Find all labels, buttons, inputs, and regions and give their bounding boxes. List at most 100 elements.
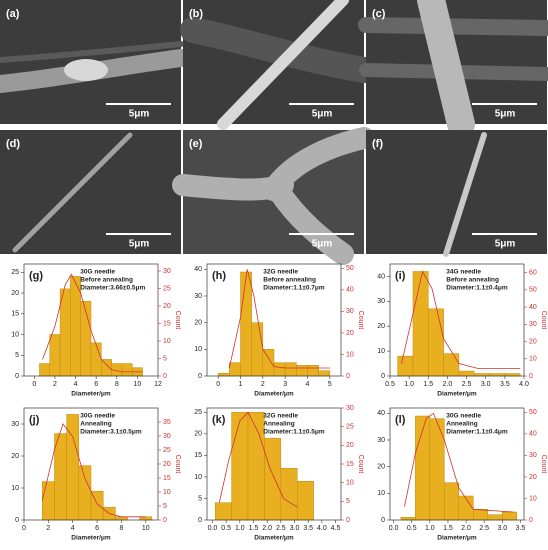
fiber	[12, 132, 133, 253]
bar	[296, 480, 314, 521]
x-tick-label: 10	[142, 525, 150, 532]
x-tick-label: 4	[74, 381, 78, 388]
annotation: 30G needle	[80, 413, 115, 420]
scale-label: 5μm	[129, 239, 150, 250]
x-tick-label: 1.5	[443, 525, 453, 532]
bar	[412, 271, 429, 377]
y-tick-label: 20	[194, 431, 202, 438]
x-tick-label: 3.0	[497, 525, 507, 532]
y-tick-label: 20	[11, 290, 19, 297]
y2-tick-label: 50	[529, 409, 537, 416]
bar	[214, 502, 232, 521]
y-tick-label: 10	[11, 485, 19, 492]
annotation: Annealing	[446, 421, 477, 428]
scale-label: 5μm	[129, 109, 150, 120]
y-tick-label: 20	[11, 453, 19, 460]
y2-tick-label: 50	[346, 265, 354, 272]
plot-frame	[389, 407, 525, 521]
x-tick-label: 2.0	[262, 525, 272, 532]
x-tick-label: 1.0	[425, 525, 435, 532]
panel-label: (l)	[395, 414, 406, 426]
fit-curve	[42, 273, 143, 373]
annotation: Before annealing	[80, 277, 133, 284]
scale-label: 5μm	[495, 239, 516, 250]
sem-image: (e) 5μm	[172, 127, 375, 265]
bar	[54, 433, 67, 521]
annotation: Diameter:1.1±0.4μm	[446, 429, 508, 436]
y-tick-label: 0	[381, 517, 385, 524]
x-tick-label: 1.0	[235, 525, 245, 532]
y-tick-label: 40	[377, 410, 385, 417]
y2-tick-label: 20	[529, 338, 537, 345]
annotation: Before annealing	[263, 277, 316, 284]
bar	[502, 511, 518, 521]
x-axis-label: Diameter/μm	[71, 535, 111, 542]
bar	[264, 437, 282, 521]
bar	[39, 363, 51, 377]
x-tick-label: 6	[94, 381, 98, 388]
bar	[78, 465, 92, 521]
y2-tick-label: 40	[529, 431, 537, 438]
x-tick-label: 1	[239, 381, 243, 388]
y-tick-label: 15	[194, 452, 202, 459]
y2-tick-label: 20	[346, 442, 354, 449]
bar	[139, 516, 153, 521]
x-tick-label: 2.5	[276, 525, 286, 532]
fit-curve	[218, 411, 298, 508]
x-tick-label: 2.5	[462, 381, 472, 388]
bar	[229, 362, 241, 377]
annotation: Before annealing	[446, 277, 499, 284]
bar	[458, 495, 474, 521]
y2-tick-label: 30	[163, 433, 171, 440]
bar	[489, 373, 506, 377]
bar	[318, 370, 331, 377]
y2-tick-label: 10	[163, 338, 171, 345]
y2-axis-label: Count	[357, 311, 364, 330]
fit-curve	[404, 412, 514, 513]
bar	[42, 481, 55, 521]
image-background	[366, 130, 547, 254]
x-tick-label: 1.5	[249, 525, 259, 532]
fiber	[217, 0, 349, 130]
y2-tick-label: 0	[529, 373, 533, 380]
x-tick-label: 0.5	[221, 525, 231, 532]
y-tick-label: 10	[377, 348, 385, 355]
x-tick-label: 8	[120, 525, 124, 532]
bar	[121, 363, 133, 377]
y-tick-label: 20	[194, 320, 202, 327]
y-tick-label: 40	[377, 273, 385, 280]
bead	[64, 59, 108, 81]
y2-tick-label: 5	[163, 503, 167, 510]
annotation: 32G needle	[263, 269, 298, 276]
plot-frame	[206, 263, 342, 377]
sem-image: (b) 5μm	[180, 0, 377, 130]
y-tick-label: 20	[377, 323, 385, 330]
x-tick-label: 0	[216, 381, 220, 388]
x-tick-label: 0.5	[407, 525, 417, 532]
bar	[90, 342, 102, 377]
scale-label: 5μm	[312, 109, 333, 120]
y2-axis-label: Count	[540, 311, 547, 330]
y2-axis-label: Count	[174, 455, 181, 474]
fiber	[0, 41, 184, 63]
image-label: (b)	[189, 8, 203, 20]
panel-label: (i)	[395, 270, 406, 282]
x-tick-label: 0	[22, 525, 26, 532]
x-tick-label: 0.0	[389, 525, 399, 532]
bar	[504, 373, 521, 377]
scale-label: 5μm	[312, 239, 333, 250]
y2-tick-label: 10	[346, 480, 354, 487]
x-tick-label: 3	[283, 381, 287, 388]
x-tick-label: 4	[306, 381, 310, 388]
y2-tick-label: 0	[346, 517, 350, 524]
x-tick-label: 3.0	[290, 525, 300, 532]
x-axis-label: Diameter/μm	[437, 391, 477, 398]
y2-tick-label: 0	[163, 373, 167, 380]
y-tick-label: 25	[11, 269, 19, 276]
fiber	[180, 17, 377, 83]
annotation: Diameter:1.1±0.5μm	[263, 429, 325, 436]
annotation: Diameter:3.66±0.5μm	[80, 285, 145, 292]
y2-tick-label: 25	[163, 285, 171, 292]
annotation: 30G needle	[446, 413, 481, 420]
